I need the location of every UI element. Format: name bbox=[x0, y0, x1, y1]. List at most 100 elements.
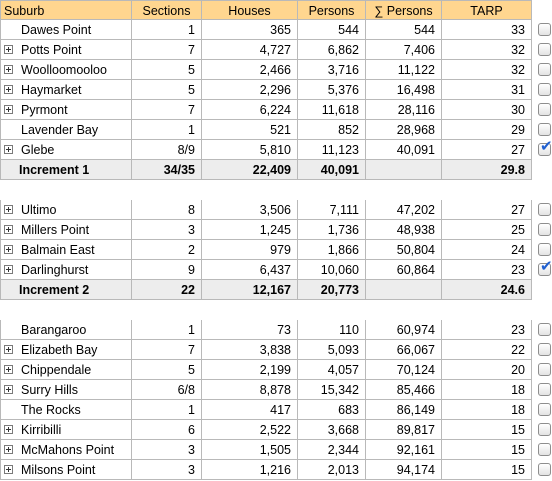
column-header-persons[interactable]: Persons bbox=[298, 0, 366, 20]
row-checkbox[interactable] bbox=[538, 423, 551, 436]
row-checkbox[interactable] bbox=[538, 223, 551, 236]
row-checkbox[interactable]: ✔ bbox=[538, 259, 552, 276]
table-row[interactable]: Lavender Bay 1 521 852 28,968 29 bbox=[0, 120, 552, 140]
table-row[interactable]: Elizabeth Bay 7 3,838 5,093 66,067 22 bbox=[0, 340, 552, 360]
cell-persons: 10,060 bbox=[298, 260, 366, 280]
row-checkbox[interactable] bbox=[538, 403, 551, 416]
column-header-cumulative-persons[interactable]: ∑ Persons bbox=[366, 0, 442, 20]
cell-suburb: Elizabeth Bay bbox=[0, 340, 132, 360]
row-checkbox[interactable] bbox=[538, 363, 551, 376]
table-row[interactable]: Chippendale 5 2,199 4,057 70,124 20 bbox=[0, 360, 552, 380]
suburb-name: Woolloomooloo bbox=[21, 63, 107, 77]
cell-sections: 5 bbox=[132, 80, 202, 100]
expand-plus-icon[interactable] bbox=[4, 205, 13, 214]
expand-plus-icon[interactable] bbox=[4, 105, 13, 114]
header-row: Suburb Sections Houses Persons ∑ Persons… bbox=[0, 0, 552, 20]
row-checkbox[interactable] bbox=[538, 103, 551, 116]
suburb-name: Lavender Bay bbox=[21, 123, 99, 137]
cell-persons: 6,862 bbox=[298, 40, 366, 60]
row-checkbox[interactable] bbox=[538, 83, 551, 96]
cell-cumulative-persons: 60,864 bbox=[366, 260, 442, 280]
column-header-suburb[interactable]: Suburb bbox=[0, 0, 132, 20]
row-checkbox[interactable] bbox=[538, 443, 551, 456]
table-row[interactable]: Darlinghurst 9 6,437 10,060 60,864 23 ✔ bbox=[0, 259, 552, 280]
table-row[interactable]: Glebe 8/9 5,810 11,123 40,091 27 ✔ bbox=[0, 139, 552, 160]
row-checkbox[interactable] bbox=[538, 323, 551, 336]
cell-cumulative-persons: 7,406 bbox=[366, 40, 442, 60]
expand-plus-icon[interactable] bbox=[4, 365, 13, 374]
table-row[interactable]: Potts Point 7 4,727 6,862 7,406 32 bbox=[0, 40, 552, 60]
table-row[interactable]: McMahons Point 3 1,505 2,344 92,161 15 bbox=[0, 440, 552, 460]
cell-suburb: Woolloomooloo bbox=[0, 60, 132, 80]
row-checkbox[interactable] bbox=[538, 343, 551, 356]
cell-suburb: Haymarket bbox=[0, 80, 132, 100]
cell-tarp: 18 bbox=[442, 400, 532, 420]
checkmark-icon: ✔ bbox=[540, 137, 552, 155]
increment-tarp: 29.8 bbox=[442, 160, 532, 180]
expand-plus-icon[interactable] bbox=[4, 45, 13, 54]
increment-label: Increment 2 bbox=[0, 280, 132, 300]
cell-cumulative-persons: 544 bbox=[366, 20, 442, 40]
table-row[interactable]: Surry Hills 6/8 8,878 15,342 85,466 18 bbox=[0, 380, 552, 400]
increment-total-row: Increment 1 34/35 22,409 40,091 29.8 bbox=[0, 160, 552, 180]
cell-suburb: Milsons Point bbox=[0, 460, 132, 480]
cell-tarp: 27 bbox=[442, 200, 532, 220]
cell-houses: 1,216 bbox=[202, 460, 298, 480]
cell-cumulative-persons: 60,974 bbox=[366, 320, 442, 340]
row-checkbox[interactable] bbox=[538, 23, 551, 36]
table-row[interactable]: Millers Point 3 1,245 1,736 48,938 25 bbox=[0, 220, 552, 240]
cell-persons: 2,013 bbox=[298, 460, 366, 480]
row-checkbox[interactable]: ✔ bbox=[538, 139, 552, 156]
row-checkbox[interactable] bbox=[538, 243, 551, 256]
table-row[interactable]: The Rocks 1 417 683 86,149 18 bbox=[0, 400, 552, 420]
cell-suburb: Surry Hills bbox=[0, 380, 132, 400]
expand-plus-icon[interactable] bbox=[4, 465, 13, 474]
expand-plus-icon[interactable] bbox=[4, 425, 13, 434]
row-checkbox[interactable] bbox=[538, 203, 551, 216]
table-row[interactable]: Milsons Point 3 1,216 2,013 94,174 15 bbox=[0, 460, 552, 480]
cell-persons: 11,618 bbox=[298, 100, 366, 120]
cell-tarp: 15 bbox=[442, 420, 532, 440]
cell-houses: 417 bbox=[202, 400, 298, 420]
expand-plus-icon[interactable] bbox=[4, 225, 13, 234]
cell-sections: 3 bbox=[132, 440, 202, 460]
expand-plus-icon[interactable] bbox=[4, 345, 13, 354]
expand-plus-icon[interactable] bbox=[4, 245, 13, 254]
cell-persons: 11,123 bbox=[298, 140, 366, 160]
table-row[interactable]: Kirribilli 6 2,522 3,668 89,817 15 bbox=[0, 420, 552, 440]
table-row[interactable]: Pyrmont 7 6,224 11,618 28,116 30 bbox=[0, 100, 552, 120]
row-checkbox[interactable] bbox=[538, 63, 551, 76]
row-checkbox[interactable] bbox=[538, 123, 551, 136]
column-header-sections[interactable]: Sections bbox=[132, 0, 202, 20]
expand-plus-icon[interactable] bbox=[4, 265, 13, 274]
increment-total-row: Increment 2 22 12,167 20,773 24.6 bbox=[0, 280, 552, 300]
expand-plus-icon[interactable] bbox=[4, 145, 13, 154]
cell-sections: 6 bbox=[132, 420, 202, 440]
table-row[interactable]: Barangaroo 1 73 110 60,974 23 bbox=[0, 320, 552, 340]
table-row[interactable]: Balmain East 2 979 1,866 50,804 24 bbox=[0, 240, 552, 260]
cell-sections: 7 bbox=[132, 100, 202, 120]
row-checkbox[interactable] bbox=[538, 43, 551, 56]
row-checkbox[interactable] bbox=[538, 463, 551, 476]
expand-plus-icon[interactable] bbox=[4, 385, 13, 394]
row-checkbox[interactable] bbox=[538, 383, 551, 396]
table-row[interactable]: Haymarket 5 2,296 5,376 16,498 31 bbox=[0, 80, 552, 100]
cell-houses: 8,878 bbox=[202, 380, 298, 400]
column-header-houses[interactable]: Houses bbox=[202, 0, 298, 20]
table-row[interactable]: Dawes Point 1 365 544 544 33 bbox=[0, 20, 552, 40]
table-row[interactable]: Woolloomooloo 5 2,466 3,716 11,122 32 bbox=[0, 60, 552, 80]
expand-plus-icon[interactable] bbox=[4, 445, 13, 454]
cell-persons: 7,111 bbox=[298, 200, 366, 220]
cell-suburb: Kirribilli bbox=[0, 420, 132, 440]
cell-cumulative-persons: 89,817 bbox=[366, 420, 442, 440]
cell-sections: 1 bbox=[132, 320, 202, 340]
column-header-tarp[interactable]: TARP bbox=[442, 0, 532, 20]
cell-sections: 2 bbox=[132, 240, 202, 260]
cell-sections: 9 bbox=[132, 260, 202, 280]
table-row[interactable]: Ultimo 8 3,506 7,111 47,202 27 bbox=[0, 200, 552, 220]
cell-cumulative-persons: 48,938 bbox=[366, 220, 442, 240]
increment-cumulative-empty bbox=[366, 160, 442, 180]
cell-sections: 8/9 bbox=[132, 140, 202, 160]
expand-plus-icon[interactable] bbox=[4, 65, 13, 74]
expand-plus-icon[interactable] bbox=[4, 85, 13, 94]
